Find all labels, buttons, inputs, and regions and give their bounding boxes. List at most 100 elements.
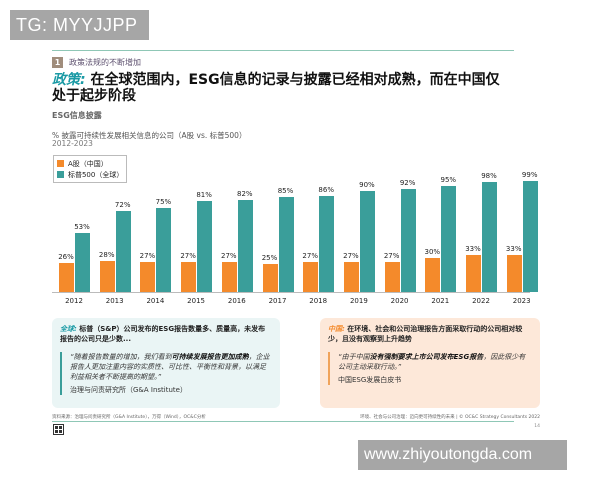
x-tick-label: 2013 — [105, 297, 124, 305]
bar-value-label: 26% — [58, 253, 74, 261]
legend-item-a-share: A股（中国） — [57, 158, 123, 169]
bar-sp500 — [237, 200, 253, 292]
year-group: 28% 72% 2013 — [95, 160, 135, 312]
global-panel-heading: 全球: 标普（S&P）公司发布的ESG报告数量多、质量高，未发布报告的公司只是少… — [60, 324, 272, 344]
bar-value-label: 75% — [155, 198, 172, 206]
bar-value-label: 82% — [237, 190, 253, 198]
bar-value-label: 99% — [521, 171, 538, 179]
bar-value-label: 98% — [481, 172, 497, 180]
section-tag: 1 政策法规的不断增加 — [52, 57, 141, 68]
year-group: 27% 81% 2015 — [176, 160, 216, 312]
bar-a-share — [59, 263, 74, 292]
bar-sp500 — [359, 191, 375, 292]
year-group: 27% 82% 2016 — [217, 160, 257, 312]
bar-a-share — [262, 264, 278, 292]
bar-a-share — [425, 258, 441, 292]
bar-a-share — [303, 262, 319, 292]
bar-value-label: 33% — [505, 245, 522, 253]
bar-sp500 — [278, 197, 294, 292]
bar-value-label: 28% — [98, 251, 115, 259]
bar-value-label: 92% — [399, 179, 416, 187]
x-axis — [52, 292, 530, 293]
bar-value-label: 27% — [383, 252, 400, 260]
watermark-bottom-right: www.zhiyoutongda.com — [358, 440, 567, 470]
year-group: 27% 86% 2018 — [298, 160, 338, 312]
bar-value-label: 33% — [465, 245, 481, 253]
x-tick-label: 2016 — [227, 297, 246, 305]
bar-a-share — [181, 262, 197, 292]
footer-copyright: 环境、社会与公司治理：迈向更可持续性的未来 | © OC&C Strategy … — [360, 415, 540, 420]
china-tag: 中国: — [328, 325, 345, 333]
top-divider — [52, 50, 514, 51]
bar-value-label: 90% — [359, 181, 375, 189]
footer-divider — [52, 421, 514, 422]
bar-sp500 — [482, 182, 497, 292]
china-quote: “由于中国没有强制要求上市公司发布ESG报告，因此很少有公司主动采取行动。” 中… — [328, 352, 532, 385]
x-tick-label: 2017 — [268, 297, 287, 305]
x-tick-label: 2019 — [349, 297, 368, 305]
year-group: 27% 92% 2020 — [380, 160, 420, 312]
china-heading-text: 在环境、社会和公司治理报告方面采取行动的公司相对较少，且没有观察到上升趋势 — [328, 325, 523, 343]
legend-swatch-teal — [57, 171, 64, 178]
bar-value-label: 30% — [424, 248, 441, 256]
bar-value-label: 95% — [440, 176, 457, 184]
year-group: 30% 95% 2021 — [420, 160, 460, 312]
chart-section-title: ESG信息披露 — [52, 111, 102, 120]
year-group: 27% 90% 2019 — [339, 160, 379, 312]
china-panel-heading: 中国: 在环境、社会和公司治理报告方面采取行动的公司相对较少，且没有观察到上升趋… — [328, 324, 532, 344]
bar-sp500 — [156, 208, 172, 292]
bar-value-label: 27% — [343, 252, 359, 260]
bar-value-label: 81% — [196, 191, 212, 199]
year-group: 27% 75% 2014 — [135, 160, 175, 312]
global-heading-text: 标普（S&P）公司发布的ESG报告数量多、质量高，未发布报告的公司只是少数... — [60, 325, 266, 343]
legend-label: 标普500（全球） — [67, 170, 124, 179]
china-panel: 中国: 在环境、社会和公司治理报告方面采取行动的公司相对较少，且没有观察到上升趋… — [320, 318, 540, 408]
section-label: 政策法规的不断增加 — [69, 58, 141, 67]
bar-value-label: 27% — [180, 252, 196, 260]
bar-sp500 — [400, 189, 416, 292]
bar-value-label: 27% — [221, 252, 237, 260]
bar-sp500 — [197, 201, 213, 292]
bar-sp500 — [522, 181, 538, 292]
bar-value-label: 72% — [114, 201, 131, 209]
global-quote-text: “随着报告数量的增加，我们看到可持续发展报告更加成熟，企业报告人更加注重内容的实… — [70, 353, 270, 381]
x-tick-label: 2023 — [512, 297, 531, 305]
bar-sp500 — [115, 211, 131, 292]
bar-value-label: 86% — [318, 186, 334, 194]
bar-a-share — [384, 262, 400, 292]
x-tick-label: 2014 — [146, 297, 165, 305]
x-tick-label: 2015 — [187, 297, 205, 305]
slide: 1 政策法规的不断增加 政策: 在全球范围内，ESG信息的记录与披露已经相对成熟… — [30, 40, 570, 440]
bar-a-share — [343, 262, 359, 292]
bar-a-share — [506, 255, 522, 292]
year-group: 33% 99% 2023 — [502, 160, 542, 312]
page-title: 政策: 在全球范围内，ESG信息的记录与披露已经相对成熟，而在中国仅处于起步阶段 — [52, 72, 512, 104]
year-group: 26% 53% 2012 — [54, 160, 94, 312]
x-tick-label: 2018 — [309, 297, 328, 305]
section-number: 1 — [52, 57, 63, 68]
bar-value-label: 53% — [74, 223, 90, 231]
global-quote-source: 治理与问责研究所（G&A Institute） — [70, 386, 187, 394]
china-quote-source: 中国ESG发展白皮书 — [338, 376, 402, 384]
bar-a-share — [140, 262, 156, 292]
bar-sp500 — [319, 196, 335, 292]
bar-sp500 — [441, 186, 457, 292]
x-tick-label: 2012 — [65, 297, 83, 305]
legend-label: A股（中国） — [68, 159, 108, 168]
bar-sp500 — [75, 233, 90, 292]
china-quote-text: “由于中国没有强制要求上市公司发布ESG报告，因此很少有公司主动采取行动。” — [338, 353, 526, 371]
bar-a-share — [221, 262, 237, 292]
x-tick-label: 2020 — [390, 297, 409, 305]
chart-legend: A股（中国） 标普500（全球） — [53, 155, 127, 183]
page-number: 14 — [534, 424, 540, 429]
x-tick-label: 2022 — [472, 297, 490, 305]
bar-value-label: 27% — [302, 252, 318, 260]
year-group: 33% 98% 2022 — [461, 160, 501, 312]
watermark-top-left: TG: MYYJJPP — [10, 10, 149, 40]
bar-chart: 26% 53% 2012 28% 72% 2013 27% 75% 2014 27% 81% 2015… — [52, 160, 538, 305]
legend-swatch-orange — [57, 160, 64, 167]
occ-logo-icon — [53, 424, 64, 435]
bar-value-label: 85% — [277, 187, 294, 195]
title-prefix: 政策: — [52, 72, 86, 88]
chart-subtitle: 2012-2023 — [52, 139, 93, 148]
